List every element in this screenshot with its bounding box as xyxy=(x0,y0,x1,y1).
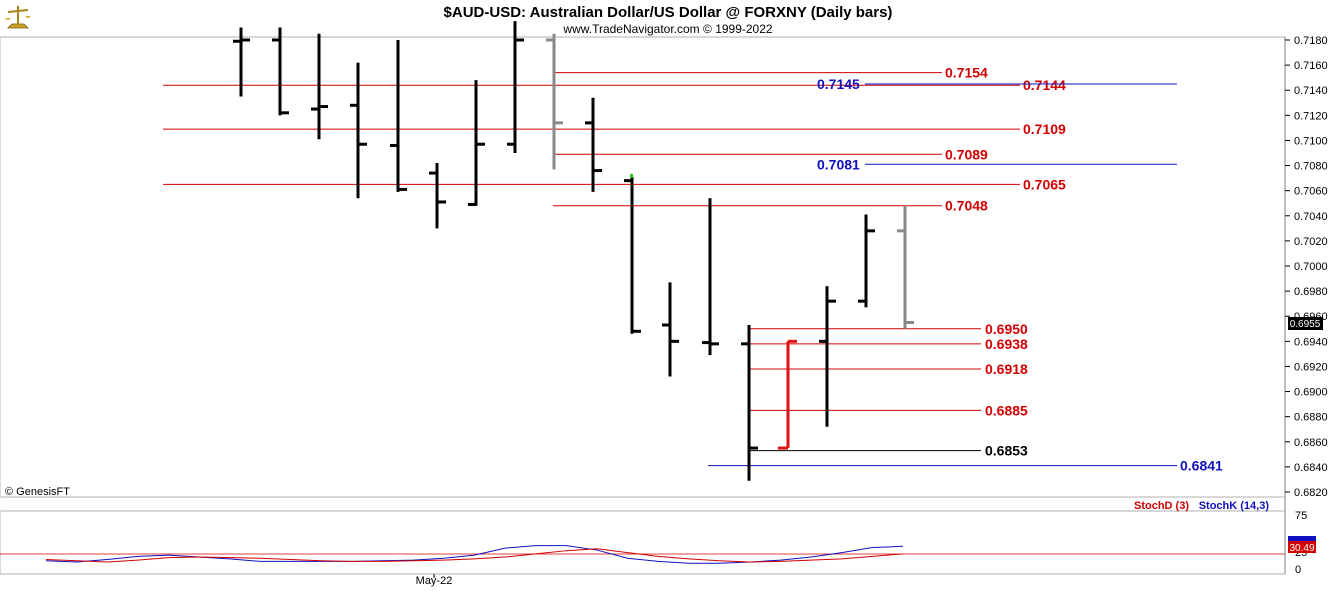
ohlc-bar xyxy=(585,97,602,192)
y-tick-label: 0.6920 xyxy=(1294,361,1328,373)
y-tick-label: 0.7020 xyxy=(1294,236,1328,248)
stoch-value-text: 30.49 xyxy=(1289,543,1314,554)
stochd-label: StochD (3) xyxy=(1134,500,1189,512)
y-tick-label: 0.6840 xyxy=(1294,462,1328,474)
y-tick-label: 0.6880 xyxy=(1294,412,1328,424)
ohlc-bar xyxy=(662,282,679,377)
price-panel xyxy=(0,36,1286,498)
y-tick-label: 0.7160 xyxy=(1294,60,1328,72)
ohlc-bar xyxy=(819,286,836,427)
ohlc-bar xyxy=(272,27,289,116)
ohlc-bar xyxy=(390,40,407,192)
y-tick-label: 0.6980 xyxy=(1294,286,1328,298)
y-tick-label: 0.7000 xyxy=(1294,261,1328,273)
y-tick-label: 0.7080 xyxy=(1294,161,1328,173)
indicator-panel xyxy=(0,510,1286,575)
ohlc-bar xyxy=(546,33,563,170)
level-label: 0.7144 xyxy=(1023,77,1066,93)
ohlc-bar xyxy=(858,214,875,308)
chart-subtitle: www.TradeNavigator.com © 1999-2022 xyxy=(562,22,772,36)
level-label: 0.7109 xyxy=(1023,121,1066,137)
level-label: 0.6918 xyxy=(985,361,1028,377)
level-label: 0.7154 xyxy=(945,65,988,81)
stoch-value-badge: 30.49 xyxy=(1288,536,1316,554)
ohlc-bar xyxy=(233,27,250,97)
ohlc-bar xyxy=(897,205,914,329)
ohlc-bar xyxy=(507,21,524,153)
level-label: 0.6950 xyxy=(985,321,1028,337)
current-price-badge: 0.6955 xyxy=(1288,317,1323,330)
y-tick-label: 0.6860 xyxy=(1294,437,1328,449)
y-tick-label: 0.7140 xyxy=(1294,85,1328,97)
level-label: 0.7081 xyxy=(817,156,860,172)
level-label: 0.6841 xyxy=(1180,458,1223,474)
y-tick-label: 0.6940 xyxy=(1294,336,1328,348)
ohlc-bar xyxy=(778,339,797,450)
brass-scale-icon xyxy=(5,6,31,29)
x-axis-date-label: May-22 xyxy=(416,575,453,587)
ind-tick-0: 0 xyxy=(1295,564,1301,576)
ohlc-bar xyxy=(350,62,367,199)
chart-title: $AUD-USD: Australian Dollar/US Dollar @ … xyxy=(444,4,893,21)
y-tick-label: 0.7040 xyxy=(1294,211,1328,223)
y-tick-label: 0.6820 xyxy=(1294,487,1328,499)
current-price-text: 0.6955 xyxy=(1290,319,1321,330)
y-tick-label: 0.7180 xyxy=(1294,35,1328,47)
level-label: 0.7089 xyxy=(945,146,988,162)
stochd-line xyxy=(45,548,904,563)
level-label: 0.7065 xyxy=(1023,176,1066,192)
signal-marker xyxy=(630,173,633,178)
y-tick-label: 0.6900 xyxy=(1294,387,1328,399)
level-label: 0.6853 xyxy=(985,443,1028,459)
y-tick-label: 0.7120 xyxy=(1294,110,1328,122)
level-label: 0.7048 xyxy=(945,198,988,214)
y-tick-label: 0.7060 xyxy=(1294,186,1328,198)
stochk-label: StochK (14,3) xyxy=(1199,500,1270,512)
level-label: 0.6885 xyxy=(985,402,1028,418)
y-tick-label: 0.7100 xyxy=(1294,135,1328,147)
ohlc-bar xyxy=(624,176,641,334)
ohlc-bar xyxy=(429,163,446,229)
ohlc-bars xyxy=(233,21,914,481)
ohlc-bar xyxy=(741,325,758,481)
level-label: 0.7145 xyxy=(817,76,860,92)
credit-text: © GenesisFT xyxy=(5,486,70,498)
ohlc-bar xyxy=(702,198,719,356)
y-axis: 0.7180 0.7160 0.7140 0.7120 0.7100 0.7080 0.70… xyxy=(1285,35,1328,499)
ohlc-bar xyxy=(311,33,328,140)
ohlc-bar xyxy=(468,80,485,206)
ind-tick-75: 75 xyxy=(1295,510,1307,522)
level-label: 0.6938 xyxy=(985,336,1028,352)
